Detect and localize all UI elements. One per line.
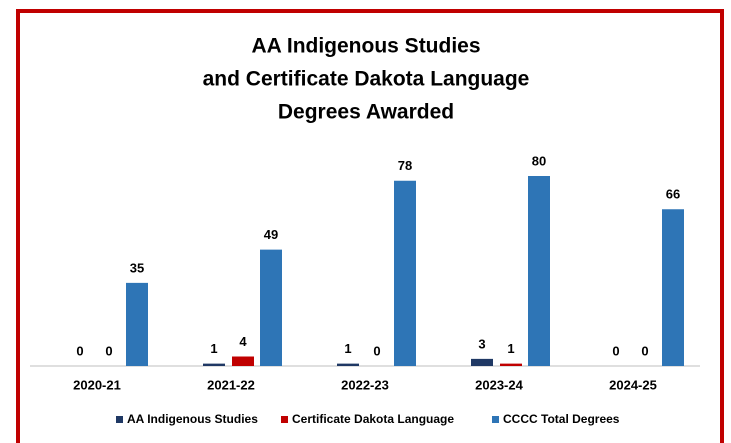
bar (528, 176, 550, 366)
data-label: 35 (130, 260, 144, 275)
bar (260, 249, 282, 366)
data-label: 80 (532, 153, 546, 168)
data-label: 66 (666, 187, 680, 202)
x-tick-label: 2021-22 (207, 377, 255, 392)
x-tick-label: 2024-25 (609, 377, 657, 392)
bar (662, 209, 684, 366)
chart-title: AA Indigenous Studies (251, 35, 480, 58)
data-label: 1 (210, 341, 217, 356)
bar (203, 363, 225, 366)
chart-title: Degrees Awarded (278, 101, 454, 124)
bar (232, 356, 254, 366)
data-label: 3 (478, 336, 485, 351)
bar (126, 282, 148, 366)
bar (337, 363, 359, 366)
frame (16, 9, 724, 443)
data-label: 0 (641, 343, 648, 358)
legend-label: Certificate Dakota Language (292, 412, 454, 426)
bar (471, 358, 493, 366)
bar (394, 180, 416, 366)
data-label: 78 (398, 158, 412, 173)
legend-label: CCCC Total Degrees (503, 412, 620, 426)
data-label: 0 (612, 343, 619, 358)
x-tick-label: 2020-21 (73, 377, 121, 392)
bar (500, 363, 522, 366)
chart-title: and Certificate Dakota Language (203, 68, 530, 91)
data-label: 0 (76, 343, 83, 358)
legend-swatch (116, 416, 123, 423)
data-label: 0 (373, 343, 380, 358)
x-tick-label: 2022-23 (341, 377, 389, 392)
data-label: 1 (507, 341, 514, 356)
legend-swatch (281, 416, 288, 423)
data-label: 0 (105, 343, 112, 358)
legend-swatch (492, 416, 499, 423)
data-label: 4 (239, 334, 247, 349)
data-label: 1 (344, 341, 351, 356)
x-tick-label: 2023-24 (475, 377, 523, 392)
legend-label: AA Indigenous Studies (127, 412, 258, 426)
data-label: 49 (264, 227, 278, 242)
